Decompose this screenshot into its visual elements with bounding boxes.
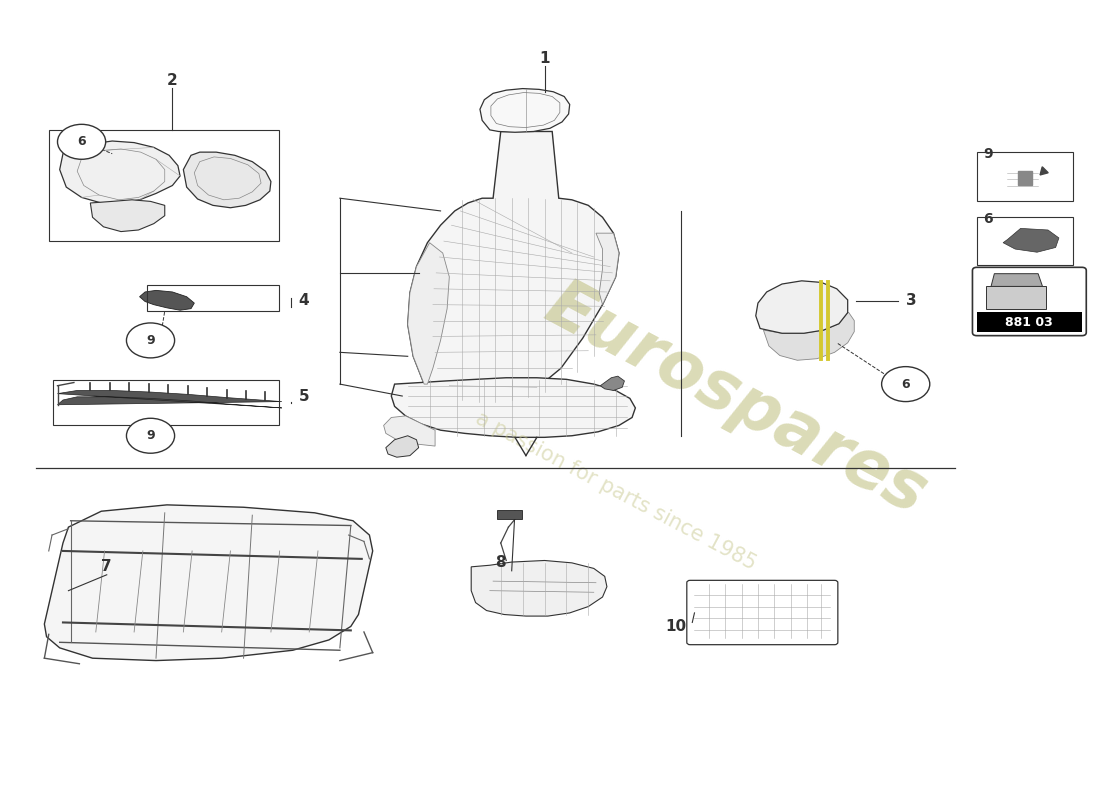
Text: 5: 5 [298, 389, 309, 403]
Polygon shape [991, 274, 1043, 286]
Text: Eurospares: Eurospares [535, 272, 937, 528]
Text: 10: 10 [666, 619, 686, 634]
Text: a passion for parts since 1985: a passion for parts since 1985 [472, 409, 759, 574]
Polygon shape [140, 290, 195, 310]
Text: 9: 9 [146, 334, 155, 347]
Polygon shape [1003, 228, 1059, 252]
FancyBboxPatch shape [972, 267, 1087, 336]
Polygon shape [471, 561, 607, 616]
Circle shape [881, 366, 930, 402]
Circle shape [57, 124, 106, 159]
Text: 8: 8 [495, 555, 506, 570]
Bar [48, 130, 278, 241]
Bar [986, 286, 1046, 309]
Bar [977, 312, 1082, 333]
Polygon shape [480, 89, 570, 132]
FancyBboxPatch shape [686, 580, 838, 645]
Polygon shape [90, 200, 165, 231]
Polygon shape [601, 376, 625, 390]
Bar [977, 152, 1074, 202]
Bar [497, 510, 521, 519]
Circle shape [126, 418, 175, 454]
Bar [53, 380, 278, 426]
Text: 6: 6 [983, 212, 992, 226]
Circle shape [126, 323, 175, 358]
Polygon shape [408, 242, 449, 384]
Polygon shape [392, 378, 636, 438]
Polygon shape [408, 131, 619, 402]
Bar [147, 285, 278, 311]
Text: 4: 4 [298, 293, 309, 308]
Polygon shape [756, 281, 848, 334]
Polygon shape [386, 436, 419, 457]
Text: 6: 6 [77, 135, 86, 148]
Polygon shape [763, 313, 855, 360]
Bar [977, 218, 1074, 265]
Polygon shape [184, 152, 271, 208]
Polygon shape [384, 416, 436, 446]
Text: 9: 9 [146, 430, 155, 442]
Polygon shape [57, 390, 282, 408]
Polygon shape [596, 233, 619, 305]
Text: 3: 3 [906, 293, 916, 308]
Polygon shape [44, 505, 373, 661]
Polygon shape [59, 141, 180, 203]
Text: 7: 7 [101, 559, 112, 574]
Text: 2: 2 [167, 73, 178, 88]
Text: 1: 1 [539, 51, 550, 66]
Text: 6: 6 [901, 378, 910, 390]
Text: 9: 9 [983, 146, 992, 161]
Text: 881 03: 881 03 [1005, 316, 1053, 329]
